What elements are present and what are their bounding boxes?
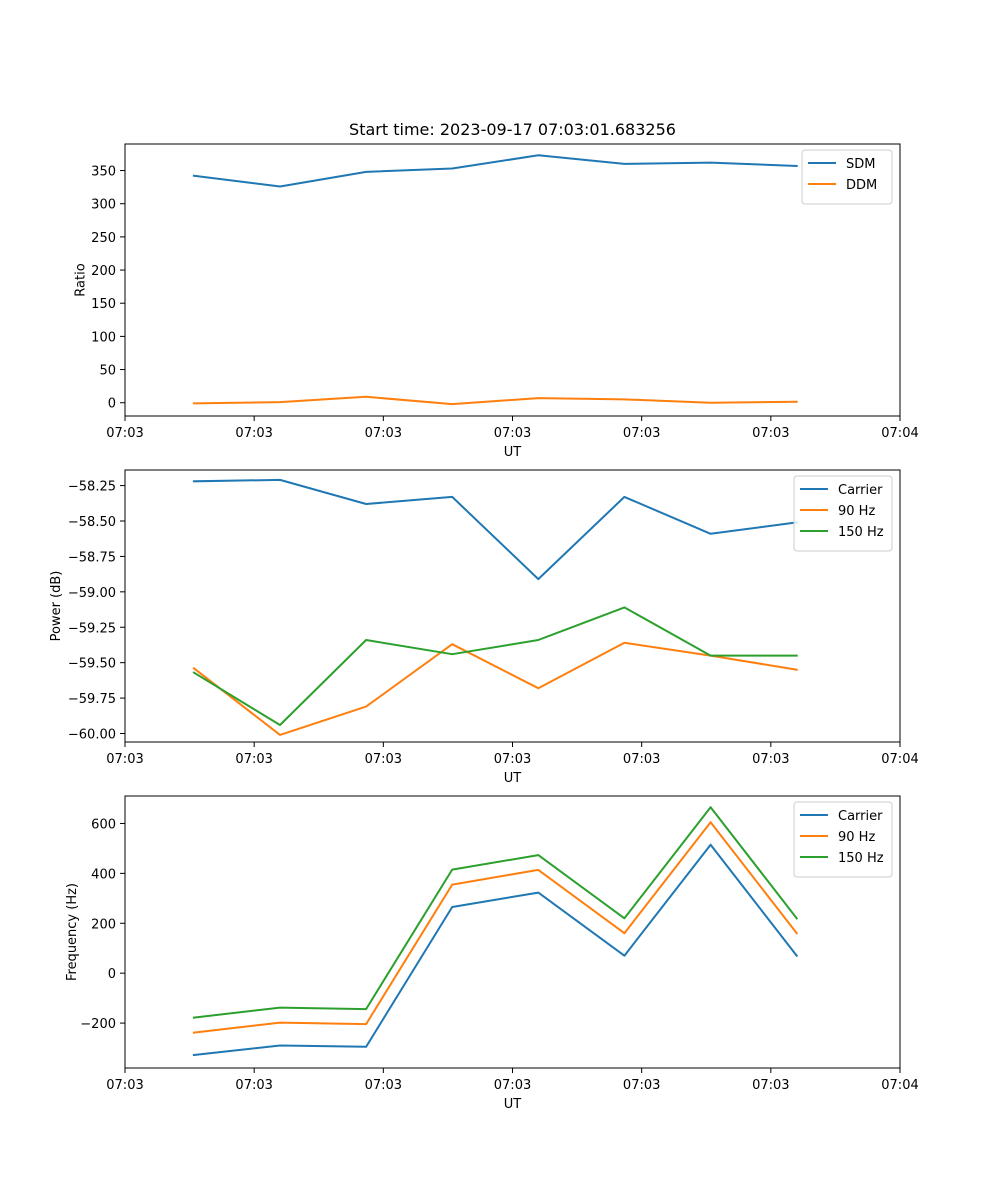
x-tick-label: 07:03 [235,1078,272,1093]
y-axis-label: Ratio [73,263,88,296]
y-tick-label: −200 [80,1017,116,1032]
legend-label: SDM [846,157,875,172]
y-tick-label: −58.50 [68,515,116,530]
x-tick-label: 07:03 [494,426,531,441]
y-tick-label: 400 [91,867,116,882]
series-line-sdm [192,154,798,188]
x-tick-label: 07:04 [881,426,918,441]
y-tick-label: 300 [91,198,116,213]
x-tick-label: 07:03 [365,426,402,441]
y-tick-label: −59.25 [68,621,116,636]
y-tick-label: 0 [108,967,116,982]
chart-panel-2: 07:03 07:03 07:03 07:03 07:03 07:03 07:04 −60.0… [49,469,919,786]
series-line-ddm [192,395,798,406]
y-tick-label: 200 [91,917,116,932]
x-tick-label: 07:03 [106,1078,143,1093]
x-axis-label: UT [504,445,522,460]
x-tick-label: 07:03 [494,1078,531,1093]
x-axis-label: UT [504,771,522,786]
x-tick-label: 07:03 [365,1078,402,1093]
legend: Carrier 90 Hz 150 Hz [793,801,893,878]
x-tick-label: 07:03 [752,752,789,767]
series-line-90-hz [192,641,798,736]
y-tick-label: −58.75 [68,550,116,565]
x-tick-label: 07:03 [235,752,272,767]
y-tick-label: −59.00 [68,586,116,601]
y-tick-label: −60.00 [68,728,116,743]
x-tick-label: 07:04 [881,752,918,767]
series-line-carrier [192,843,799,1057]
y-tick-label: 350 [91,165,116,180]
y-tick-label: 50 [99,364,116,379]
legend: SDM DDM [801,149,893,205]
series-line-90-hz [192,821,799,1034]
legend-box [793,801,893,878]
y-tick-label: 150 [91,297,116,312]
x-tick-label: 07:03 [494,752,531,767]
x-tick-label: 07:03 [623,426,660,441]
chart-title: Start time: 2023-09-17 07:03:01.683256 [349,120,676,139]
chart-panel-1: Start time: 2023-09-17 07:03:01.683256 07… [73,120,918,460]
legend-label: DDM [846,178,877,193]
y-tick-label: −58.25 [68,480,116,495]
legend: Carrier 90 Hz 150 Hz [793,475,893,552]
chart-panel-3: 07:03 07:03 07:03 07:03 07:03 07:03 07:04 −200 0… [65,795,919,1112]
y-axis-label: Power (dB) [49,571,64,642]
x-tick-label: 07:03 [106,752,143,767]
x-tick-label: 07:03 [752,1078,789,1093]
y-tick-label: 600 [91,817,116,832]
legend-label: 90 Hz [838,504,875,519]
x-tick-label: 07:03 [752,426,789,441]
x-tick-label: 07:03 [623,1078,660,1093]
series-line-carrier [192,478,798,581]
y-tick-label: 0 [108,397,116,412]
legend-label: 150 Hz [838,525,884,540]
x-tick-label: 07:03 [365,752,402,767]
legend-label: 150 Hz [838,851,884,866]
legend-label: Carrier [838,809,883,824]
y-tick-label: −59.50 [68,657,116,672]
series-line-150-hz [192,606,798,726]
x-tick-label: 07:03 [235,426,272,441]
x-tick-label: 07:03 [623,752,660,767]
x-axis-label: UT [504,1097,522,1112]
y-tick-label: 250 [91,231,116,246]
legend-label: Carrier [838,483,883,498]
x-tick-label: 07:04 [881,1078,918,1093]
y-tick-label: −59.75 [68,692,116,707]
legend-box [793,475,893,552]
x-tick-label: 07:03 [106,426,143,441]
y-tick-label: 100 [91,330,116,345]
series-line-150-hz [192,806,799,1019]
legend-label: 90 Hz [838,830,875,845]
y-tick-label: 200 [91,264,116,279]
y-axis-label: Frequency (Hz) [65,883,80,981]
